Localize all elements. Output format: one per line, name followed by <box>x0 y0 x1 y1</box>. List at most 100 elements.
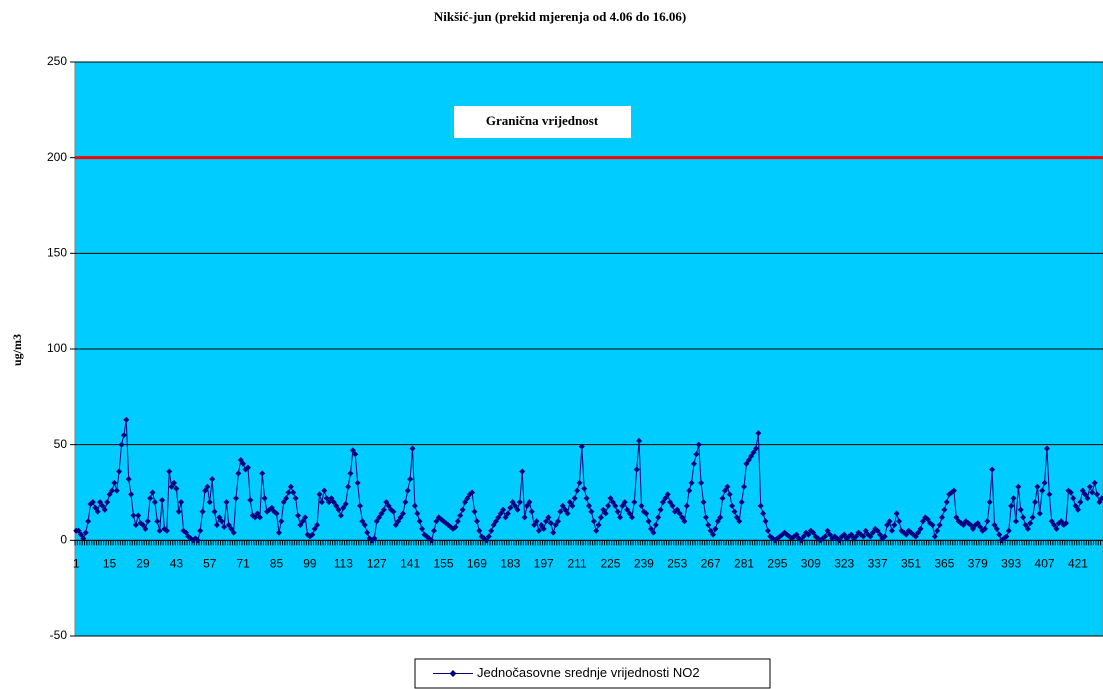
data-point <box>352 451 359 458</box>
data-point <box>903 531 910 538</box>
data-point <box>144 518 151 525</box>
data-point <box>225 522 232 529</box>
data-point <box>290 489 297 496</box>
data-point <box>874 527 881 534</box>
data-point <box>686 487 693 494</box>
x-tick-label: 421 <box>1068 557 1088 571</box>
data-point <box>1082 491 1089 498</box>
data-point <box>628 514 635 521</box>
data-point <box>125 476 132 483</box>
data-point <box>197 527 204 534</box>
data-point <box>638 502 645 509</box>
data-point <box>378 510 385 517</box>
data-point <box>230 529 237 536</box>
data-point <box>1074 506 1081 513</box>
data-point <box>540 525 547 532</box>
data-point <box>1091 479 1098 486</box>
x-tick-label: 393 <box>1001 557 1021 571</box>
data-point <box>1039 487 1046 494</box>
y-tick-label: 150 <box>47 246 67 260</box>
data-point <box>1067 489 1074 496</box>
data-point <box>492 518 499 525</box>
data-point <box>376 514 383 521</box>
data-point <box>841 531 848 538</box>
data-point <box>314 522 321 529</box>
data-point <box>533 518 540 525</box>
data-point <box>371 535 378 542</box>
data-point <box>149 489 156 496</box>
data-point <box>354 479 361 486</box>
data-point <box>206 499 213 506</box>
data-point <box>683 502 690 509</box>
data-point <box>397 514 404 521</box>
data-point <box>485 533 492 540</box>
y-tick-label: 0 <box>60 533 67 547</box>
data-point <box>1041 479 1048 486</box>
data-point <box>464 495 471 502</box>
data-point <box>941 506 948 513</box>
data-point <box>256 514 263 521</box>
data-point <box>950 487 957 494</box>
data-point <box>240 460 247 467</box>
legend-box <box>414 658 771 689</box>
data-point <box>619 502 626 509</box>
data-point <box>531 522 538 529</box>
y-tick-label: 200 <box>47 150 67 164</box>
x-tick-label: 197 <box>534 557 554 571</box>
x-tick-label: 379 <box>968 557 988 571</box>
data-point <box>712 525 719 532</box>
data-point <box>452 523 459 530</box>
data-point <box>695 441 702 448</box>
x-tick-label: 337 <box>868 557 888 571</box>
data-point <box>1027 520 1034 527</box>
data-point <box>745 456 752 463</box>
data-point <box>247 497 254 504</box>
data-point <box>402 499 409 506</box>
data-point <box>836 537 843 544</box>
data-point <box>676 510 683 517</box>
data-point <box>1094 491 1101 498</box>
data-point <box>283 495 290 502</box>
x-tick-label: 407 <box>1035 557 1055 571</box>
x-tick-label: 351 <box>901 557 921 571</box>
data-point <box>390 508 397 515</box>
data-point <box>469 489 476 496</box>
data-point <box>953 514 960 521</box>
x-tick-label: 309 <box>801 557 821 571</box>
data-point <box>139 522 146 529</box>
data-point <box>605 502 612 509</box>
data-point <box>278 518 285 525</box>
data-point <box>588 508 595 515</box>
data-point <box>989 466 996 473</box>
x-tick-label: 253 <box>667 557 687 571</box>
data-point <box>693 451 700 458</box>
data-point <box>380 506 387 513</box>
data-point <box>500 506 507 513</box>
data-point <box>652 522 659 529</box>
data-point <box>690 460 697 467</box>
data-point <box>891 522 898 529</box>
data-point <box>77 531 84 538</box>
data-point <box>762 518 769 525</box>
data-point <box>221 523 228 530</box>
data-point <box>166 468 173 475</box>
data-point <box>597 514 604 521</box>
x-tick-label: 141 <box>400 557 420 571</box>
data-point <box>826 531 833 538</box>
data-point <box>884 522 891 529</box>
data-point <box>726 491 733 498</box>
data-point <box>175 508 182 515</box>
data-point <box>655 514 662 521</box>
data-point <box>943 499 950 506</box>
data-point <box>977 523 984 530</box>
data-point <box>1051 522 1058 529</box>
data-point <box>476 527 483 534</box>
data-point <box>361 522 368 529</box>
data-point <box>888 527 895 534</box>
data-point <box>562 506 569 513</box>
data-point <box>509 499 516 506</box>
data-point <box>1010 495 1017 502</box>
data-point <box>707 527 714 534</box>
data-point <box>364 529 371 536</box>
data-point <box>528 508 535 515</box>
